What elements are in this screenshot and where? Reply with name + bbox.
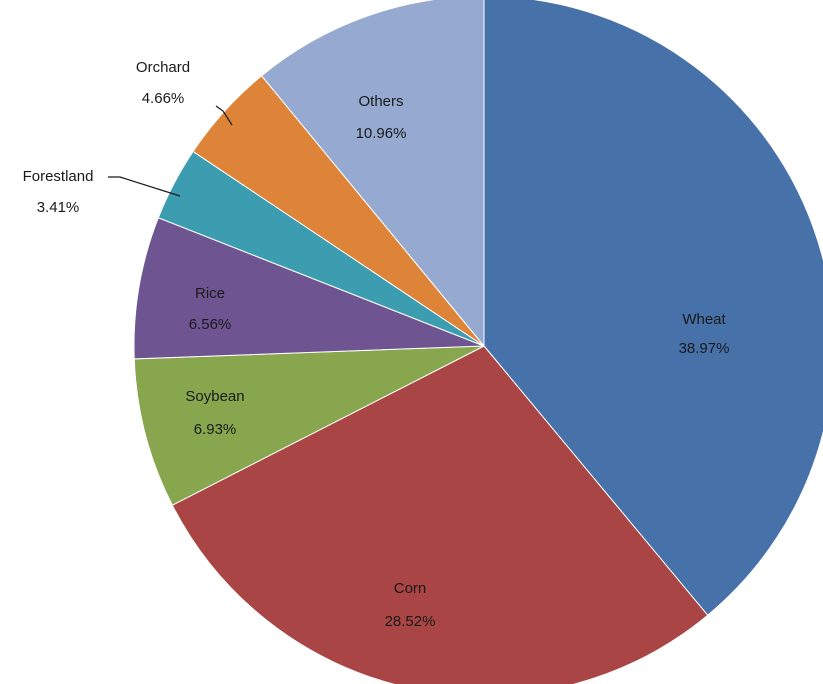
leader-line-orchard [215,105,233,126]
slice-label-rice: Rice [195,285,225,302]
slice-label-orchard: Orchard [136,59,190,76]
labels-layer: Wheat 38.97% Corn 28.52% Soybean 6.93% Rice 6.5… [23,59,730,630]
slice-value-rice: 6.56% [189,316,232,333]
pie-slice-soybean [133,345,485,506]
pie-slice-others [260,0,485,348]
slice-value-corn: 28.52% [385,613,436,630]
slice-value-others: 10.96% [356,125,407,142]
slice-value-orchard: 4.66% [142,90,185,107]
pie-slice-corn [171,345,709,684]
slice-label-wheat: Wheat [682,311,726,328]
slice-value-wheat: 38.97% [679,340,730,357]
slice-label-forestland: Forestland [23,168,94,185]
leader-line-forestland [108,176,181,197]
slice-label-corn: Corn [394,580,427,597]
slice-label-soybean: Soybean [185,388,244,405]
slice-value-forestland: 3.41% [37,199,80,216]
pie-slice-wheat [483,0,823,616]
slices-layer [133,0,823,684]
leader-lines-layer [108,105,233,197]
slice-label-others: Others [358,93,403,110]
pie-slice-rice [133,217,485,360]
slice-value-soybean: 6.93% [194,421,237,438]
